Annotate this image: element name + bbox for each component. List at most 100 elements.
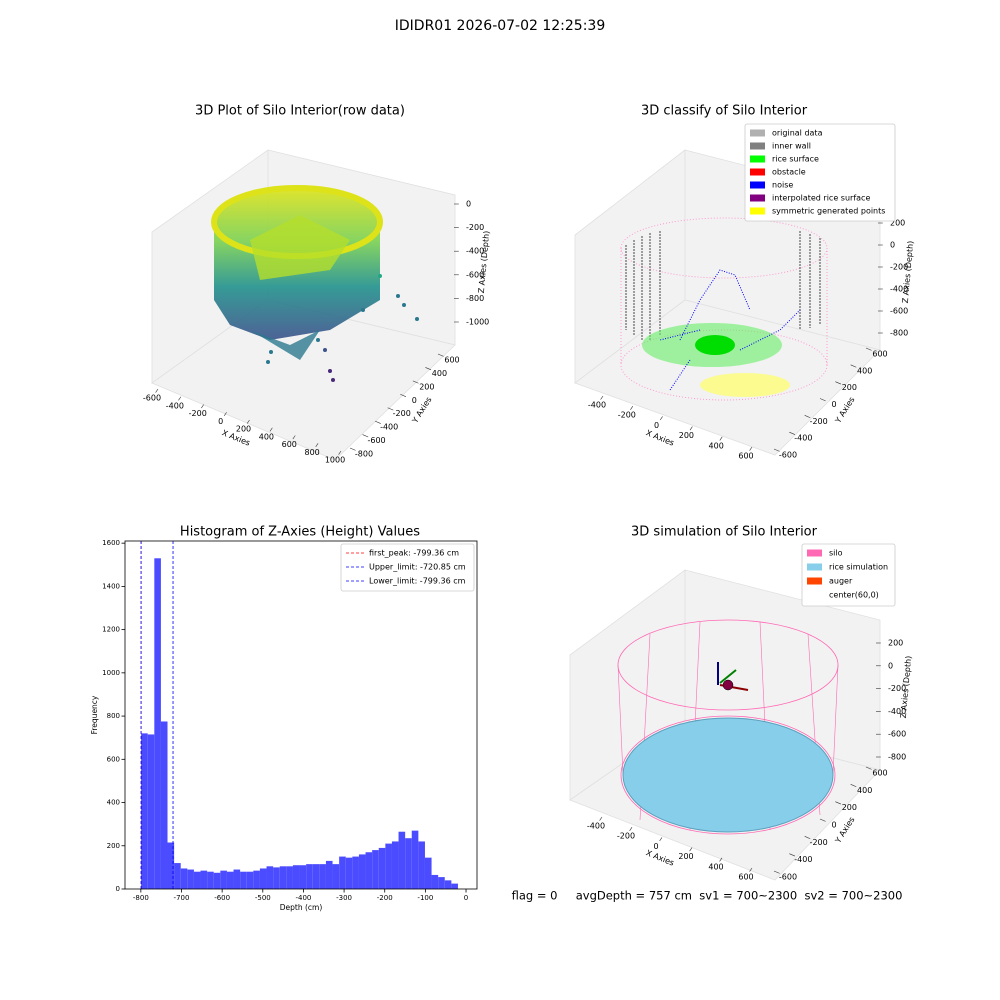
tick-mark (437, 353, 444, 357)
legend-swatch (750, 207, 765, 215)
hist-bar (405, 838, 412, 889)
chart-title: Histogram of Z-Axies (Height) Values (180, 525, 420, 540)
tick-mark (835, 381, 842, 385)
tick-mark (659, 416, 663, 421)
x-tick-label: -800 (133, 894, 149, 902)
y-tick-label: -600 (779, 873, 797, 882)
legend-swatch (807, 549, 822, 557)
hist-bar (332, 864, 340, 889)
tick-mark (719, 857, 723, 862)
x-tick-label: -700 (174, 894, 190, 902)
x-tick-label: 0 (653, 842, 658, 851)
legend-label: center(60,0) (829, 591, 879, 600)
legend-swatch (750, 168, 765, 176)
x-tick-label: -200 (618, 411, 636, 420)
legend-label: Upper_limit: -720.85 cm (369, 563, 466, 572)
tick-mark (719, 436, 723, 441)
x-axis-label: Depth (cm) (280, 903, 323, 912)
tick-mark (630, 406, 634, 410)
tick-mark (269, 427, 273, 432)
x-tick-label: -200 (617, 832, 635, 841)
hist-bar (266, 866, 274, 889)
z-tick-label: -200 (890, 263, 908, 272)
hist-bar (213, 872, 221, 889)
legend-label: original data (772, 129, 823, 138)
y-tick-label: 400 (432, 369, 447, 378)
hist-bar (438, 877, 445, 889)
hist-bar (279, 866, 287, 889)
y-tick-label: -400 (380, 423, 398, 432)
hist-bar (167, 842, 175, 889)
chart-title: 3D classify of Silo Interior (641, 104, 808, 119)
y-tick-label: 0 (412, 396, 417, 405)
tick-mark (865, 766, 872, 770)
hist-bar (391, 841, 399, 889)
y-tick-label: 200 (107, 842, 120, 850)
x-tick-label: 600 (738, 452, 753, 461)
y-tick-label: -200 (393, 409, 411, 418)
point-cloud (211, 185, 419, 382)
x-tick-label: 600 (282, 440, 297, 449)
x-tick-label: 1000 (325, 456, 345, 465)
legend-swatch (750, 142, 765, 150)
tick-mark (773, 448, 780, 452)
legend-swatch (807, 591, 822, 599)
legend-label: auger (829, 577, 853, 586)
y-tick-label: 600 (872, 769, 887, 778)
hist-bar (451, 883, 458, 889)
legend-label: inner wall (772, 142, 811, 151)
hist-bar (226, 871, 234, 889)
y-tick-label: 400 (857, 786, 872, 795)
tick-mark (599, 816, 603, 821)
tick-mark (773, 870, 780, 874)
x-tick-label: -300 (336, 894, 352, 902)
tick-mark (659, 837, 663, 842)
tick-mark (400, 394, 407, 397)
y-tick-label: 400 (107, 799, 120, 807)
x-tick-label: 600 (738, 873, 753, 882)
tick-mark (804, 415, 811, 419)
y-tick-label: 1400 (102, 582, 120, 590)
tick-mark (201, 404, 204, 409)
x-tick-label: -400 (166, 401, 184, 410)
tick-mark (789, 431, 796, 435)
hist-bar (174, 863, 181, 889)
z-axis-label: Z Axies (Depth) (899, 655, 913, 718)
x-tick-label: 400 (259, 432, 274, 441)
hist-bar (352, 856, 359, 889)
tick-mark (789, 853, 796, 857)
legend-swatch (750, 194, 765, 202)
tick-mark (315, 443, 319, 448)
y-tick-label: -600 (779, 451, 797, 460)
x-tick-label: -100 (417, 894, 433, 902)
tick-mark (292, 435, 296, 440)
status-text: flag = 0 avgDepth = 757 cm sv1 = 700~230… (512, 889, 903, 903)
x-tick-label: 200 (678, 852, 693, 861)
z-tick-label: -600 (466, 270, 484, 279)
hist-bar (246, 871, 254, 889)
hist-bar (306, 864, 313, 889)
hist-bar (233, 869, 241, 889)
hist-bar (444, 880, 452, 889)
hist-bar (286, 866, 293, 889)
y-tick-label: 600 (107, 755, 120, 763)
hist-bar (398, 831, 406, 889)
legend-swatch (807, 563, 822, 571)
legend-swatch (750, 155, 765, 163)
y-tick-label: 800 (107, 712, 120, 720)
figure-title: IDIDR01 2026-07-02 12:25:39 (395, 18, 606, 34)
hist-bar (253, 870, 260, 889)
y-tick-label: 200 (419, 382, 434, 391)
hist-bar (345, 857, 353, 889)
legend-swatch (750, 181, 765, 189)
tick-mark (155, 388, 159, 393)
hist-bar (160, 721, 168, 889)
hist-bar (365, 852, 373, 889)
x-tick-label: -600 (143, 394, 161, 403)
z-tick-label: 0 (888, 661, 893, 670)
tick-mark (412, 380, 419, 384)
legend-box (340, 543, 475, 592)
tick-mark (689, 847, 693, 852)
hist-bar (180, 868, 188, 889)
tick-mark (338, 450, 342, 455)
